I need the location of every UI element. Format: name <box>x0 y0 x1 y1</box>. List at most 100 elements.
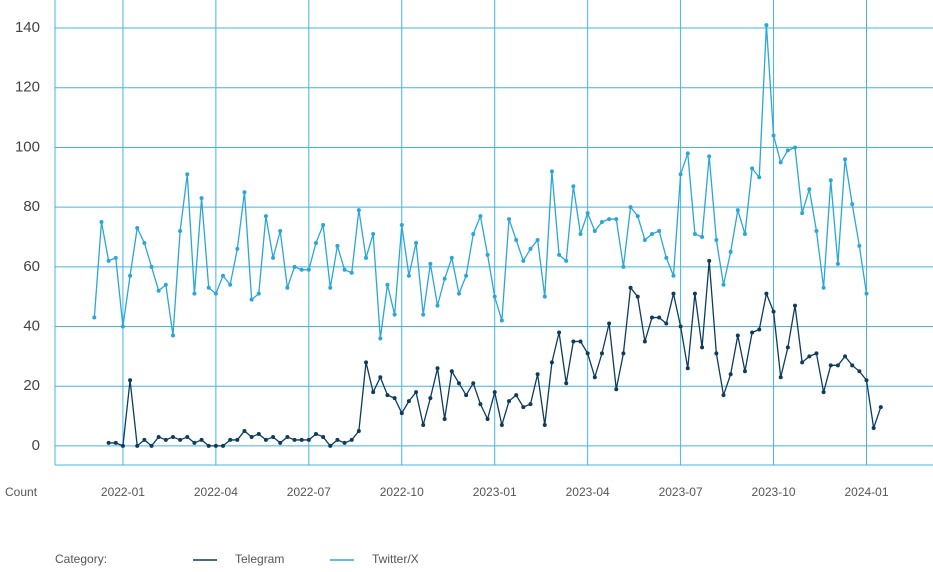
data-point <box>292 437 297 442</box>
data-point <box>156 434 161 439</box>
data-point <box>750 330 755 335</box>
x-tick-label: 2023-01 <box>473 485 517 499</box>
data-point <box>764 291 769 296</box>
data-point <box>614 217 619 222</box>
data-point <box>521 258 526 263</box>
x-tick-label: 2022-10 <box>380 485 424 499</box>
data-point <box>356 208 361 213</box>
y-tick-label: 40 <box>23 317 40 334</box>
data-point <box>492 294 497 299</box>
data-point <box>564 258 569 263</box>
data-point <box>635 294 640 299</box>
data-point <box>850 363 855 368</box>
data-point <box>535 372 540 377</box>
data-point <box>521 405 526 410</box>
data-point <box>514 393 519 398</box>
data-point <box>406 273 411 278</box>
data-point <box>714 351 719 356</box>
data-point <box>392 312 397 317</box>
data-point <box>721 282 726 287</box>
data-point <box>721 393 726 398</box>
data-point <box>499 423 504 428</box>
data-point <box>657 229 662 234</box>
data-point <box>128 273 133 278</box>
data-point <box>335 437 340 442</box>
data-point <box>170 434 175 439</box>
data-point <box>578 231 583 236</box>
data-point <box>435 303 440 308</box>
data-point <box>507 217 512 222</box>
y-axis-label: Count <box>5 485 38 499</box>
data-point <box>864 378 869 383</box>
x-tick-label: 2022-04 <box>194 485 238 499</box>
data-point <box>199 196 204 201</box>
data-point <box>292 264 297 269</box>
data-point <box>707 154 712 159</box>
series-line <box>93 25 868 339</box>
data-point <box>378 375 383 380</box>
y-tick-label: 80 <box>23 198 40 215</box>
data-point <box>807 187 812 192</box>
data-point <box>285 434 290 439</box>
data-point <box>857 243 862 248</box>
data-point <box>364 255 369 260</box>
data-point <box>878 405 883 410</box>
data-point <box>571 184 576 189</box>
data-point <box>828 178 833 183</box>
x-tick-label: 2023-07 <box>659 485 703 499</box>
data-point <box>256 431 261 436</box>
data-point <box>185 434 190 439</box>
data-point <box>793 303 798 308</box>
data-point <box>592 375 597 380</box>
data-point <box>671 291 676 296</box>
data-point <box>642 339 647 344</box>
data-point <box>650 315 655 320</box>
data-point <box>299 437 304 442</box>
data-point <box>778 375 783 380</box>
data-point <box>313 431 318 436</box>
data-point <box>163 437 168 442</box>
data-point <box>628 205 633 210</box>
data-point <box>349 270 354 275</box>
data-point <box>549 169 554 174</box>
y-tick-label: 0 <box>32 437 40 454</box>
data-point <box>814 229 819 234</box>
data-point <box>578 339 583 344</box>
data-point <box>542 294 547 299</box>
data-point <box>356 428 361 433</box>
data-point <box>678 324 683 329</box>
data-point <box>678 172 683 177</box>
data-point <box>456 381 461 386</box>
data-point <box>535 237 540 242</box>
data-point <box>192 440 197 445</box>
data-point <box>371 390 376 395</box>
y-tick-label: 60 <box>23 258 40 275</box>
data-point <box>807 354 812 359</box>
data-point <box>685 151 690 156</box>
data-point <box>485 417 490 422</box>
data-point <box>342 440 347 445</box>
data-point <box>607 217 612 222</box>
data-point <box>120 443 125 448</box>
data-point <box>735 208 740 213</box>
data-point <box>621 351 626 356</box>
data-point <box>192 291 197 296</box>
data-point <box>735 333 740 338</box>
data-point <box>135 226 140 231</box>
data-point <box>599 220 604 225</box>
data-point <box>857 369 862 374</box>
data-point <box>364 360 369 365</box>
data-point <box>113 440 118 445</box>
data-point <box>449 369 454 374</box>
x-tick-label: 2023-10 <box>752 485 796 499</box>
data-point <box>757 175 762 180</box>
data-point <box>757 327 762 332</box>
data-point <box>385 393 390 398</box>
data-point <box>271 434 276 439</box>
data-point <box>685 366 690 371</box>
y-tick-label: 20 <box>23 377 40 394</box>
data-point <box>828 363 833 368</box>
data-point <box>478 214 483 219</box>
data-point <box>92 315 97 320</box>
